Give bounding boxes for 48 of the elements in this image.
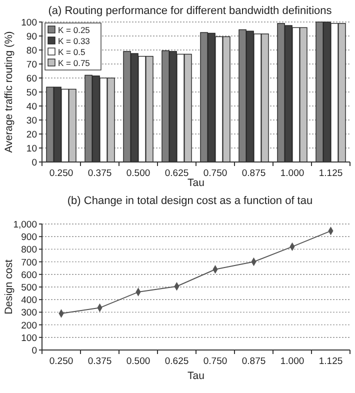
- y-tick-label: 20: [26, 130, 37, 140]
- y-tick-label: 90: [26, 32, 37, 42]
- y-tick-label: 400: [21, 295, 37, 306]
- y-tick-label: 50: [26, 88, 37, 98]
- y-axis-title: Average traffic routing (%): [3, 31, 15, 153]
- x-tick-label: 0.875: [242, 168, 266, 179]
- x-tick-label: 0.250: [49, 168, 74, 179]
- x-tick-label: 0.750: [203, 356, 228, 367]
- y-tick-label: 700: [21, 257, 37, 268]
- x-tick-label: 1.000: [280, 168, 304, 179]
- y-tick-label: 100: [21, 18, 37, 28]
- y-tick-label: 70: [26, 60, 37, 70]
- x-tick-label: 0.875: [242, 356, 266, 367]
- y-tick-label: 0: [32, 346, 37, 356]
- y-tick-label: 800: [21, 244, 37, 256]
- x-tick-label: 1.125: [318, 168, 343, 179]
- x-tick-label: 0.500: [126, 168, 150, 179]
- x-axis-title: Tau: [188, 370, 205, 382]
- y-tick-label: 40: [26, 102, 37, 112]
- y-tick-label: 500: [21, 282, 37, 294]
- x-tick-label: 0.500: [126, 356, 150, 367]
- x-tick-label: 1.125: [318, 356, 343, 367]
- legend-label: K = 0.5: [58, 47, 86, 57]
- x-tick-label: 0.375: [88, 168, 112, 179]
- y-tick-label: 300: [21, 308, 37, 319]
- legend-label: K = 0.75: [58, 58, 90, 68]
- y-axis-title: Design cost: [3, 259, 15, 314]
- x-tick-label: 0.750: [203, 168, 228, 179]
- chart-title: (a) Routing performance for different bandwidth definitions: [48, 5, 332, 17]
- y-tick-label: 0: [32, 158, 37, 168]
- y-tick-label: 80: [26, 46, 37, 56]
- y-tick-label: 30: [26, 116, 37, 126]
- x-tick-label: 0.375: [88, 356, 112, 367]
- y-tick-label: 1,000: [13, 220, 37, 230]
- x-tick-label: 0.250: [49, 356, 74, 367]
- chart-title: (b) Change in total design cost as a function of tau: [67, 195, 313, 207]
- y-tick-label: 900: [21, 232, 37, 244]
- x-tick-label: 1.000: [280, 356, 304, 367]
- x-axis-title: Tau: [188, 177, 205, 189]
- y-tick-label: 600: [21, 270, 37, 281]
- legend-label: K = 0.33: [58, 36, 90, 46]
- x-tick-label: 0.625: [164, 168, 189, 179]
- y-tick-label: 60: [26, 74, 37, 84]
- y-tick-label: 200: [21, 320, 37, 332]
- x-tick-label: 0.625: [164, 356, 189, 367]
- legend-label: K = 0.25: [58, 25, 90, 35]
- y-tick-label: 100: [21, 332, 37, 344]
- y-tick-label: 10: [26, 144, 37, 154]
